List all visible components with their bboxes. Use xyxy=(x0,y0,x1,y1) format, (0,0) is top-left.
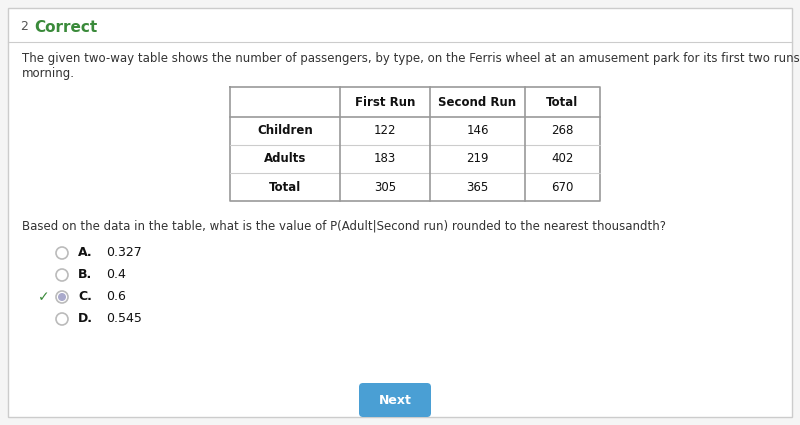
Text: 146: 146 xyxy=(466,125,489,138)
Text: The given two-way table shows the number of passengers, by type, on the Ferris w: The given two-way table shows the number… xyxy=(22,52,800,65)
Text: 670: 670 xyxy=(551,181,574,193)
Text: Second Run: Second Run xyxy=(438,96,517,108)
Text: A.: A. xyxy=(78,246,93,260)
Circle shape xyxy=(58,294,66,300)
Text: 305: 305 xyxy=(374,181,396,193)
Text: 0.327: 0.327 xyxy=(106,246,142,260)
Text: D.: D. xyxy=(78,312,93,326)
Text: 0.6: 0.6 xyxy=(106,291,126,303)
Text: Based on the data in the table, what is the value of P(Adult|Second run) rounded: Based on the data in the table, what is … xyxy=(22,219,666,232)
Text: 122: 122 xyxy=(374,125,396,138)
Text: Total: Total xyxy=(546,96,578,108)
Text: ✓: ✓ xyxy=(38,290,50,304)
Text: Adults: Adults xyxy=(264,153,306,165)
Bar xyxy=(230,173,600,201)
Text: Total: Total xyxy=(269,181,301,193)
Text: First Run: First Run xyxy=(355,96,415,108)
Text: 183: 183 xyxy=(374,153,396,165)
Text: C.: C. xyxy=(78,291,92,303)
Text: Children: Children xyxy=(257,125,313,138)
Text: 219: 219 xyxy=(466,153,489,165)
Text: 0.4: 0.4 xyxy=(106,269,126,281)
Text: 402: 402 xyxy=(551,153,574,165)
Text: 0.545: 0.545 xyxy=(106,312,142,326)
Bar xyxy=(230,117,600,145)
Bar xyxy=(230,145,600,173)
Text: 365: 365 xyxy=(466,181,489,193)
FancyBboxPatch shape xyxy=(359,383,431,417)
Bar xyxy=(230,87,600,117)
Text: morning.: morning. xyxy=(22,67,75,80)
Text: 2: 2 xyxy=(20,20,28,33)
Text: B.: B. xyxy=(78,269,92,281)
Text: Next: Next xyxy=(378,394,411,406)
Text: 268: 268 xyxy=(551,125,574,138)
Text: Correct: Correct xyxy=(34,20,98,35)
